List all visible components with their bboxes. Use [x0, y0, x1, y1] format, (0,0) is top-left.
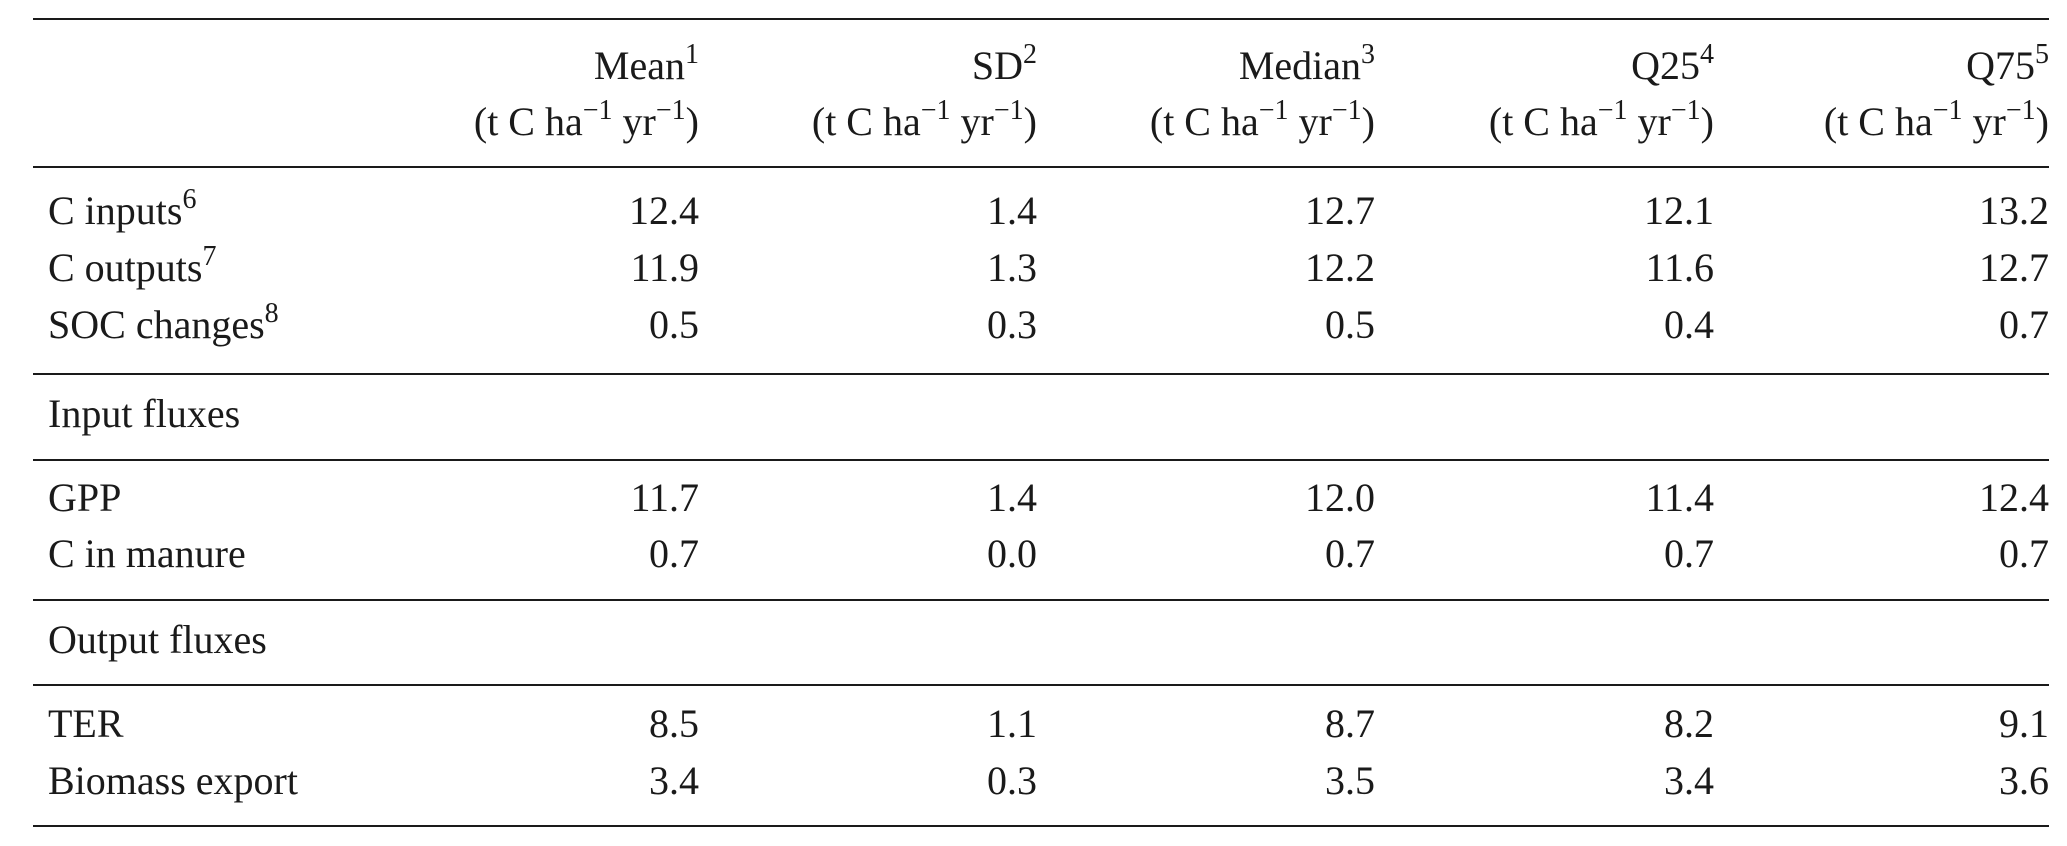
header-rule — [33, 166, 2049, 168]
column-header-label: Q755 — [1966, 38, 2049, 88]
column-header-label: Q254 — [1631, 38, 1714, 88]
column-header-unit: (t C ha−1 yr−1) — [473, 94, 699, 144]
section-heading-input-fluxes: Input fluxes — [33, 386, 2049, 442]
column-header-label: Mean1 — [593, 38, 699, 88]
row-label: C inputs6 — [48, 183, 197, 233]
cell-sd: 1.1 — [987, 701, 1037, 746]
cell-q75: 3.6 — [1999, 758, 2049, 803]
cell-sd: 0.3 — [987, 758, 1037, 803]
column-header-unit: (t C ha−1 yr−1) — [1823, 94, 2049, 144]
cell-median: 12.7 — [1305, 188, 1375, 233]
column-header-q75: Q755 (t C ha−1 yr−1) — [1824, 38, 2049, 150]
column-header-median: Median3 (t C ha−1 yr−1) — [1150, 38, 1375, 150]
column-header-unit: (t C ha−1 yr−1) — [1488, 94, 1714, 144]
cell-sd: 1.3 — [987, 245, 1037, 290]
cell-q25: 12.1 — [1644, 188, 1714, 233]
table-row-c-in-manure: C in manure 0.7 0.0 0.7 0.7 0.7 — [33, 526, 2049, 582]
column-header-label: SD2 — [971, 38, 1037, 88]
table-row-soc-changes: SOC changes8 0.5 0.3 0.5 0.4 0.7 — [33, 297, 2049, 353]
cell-q75: 12.7 — [1979, 245, 2049, 290]
cell-q75: 12.4 — [1979, 475, 2049, 520]
cell-q25: 11.6 — [1645, 245, 1714, 290]
table-row-ter: TER 8.5 1.1 8.7 8.2 9.1 — [33, 696, 2049, 752]
cell-mean: 0.7 — [649, 531, 699, 576]
row-label: GPP — [48, 475, 122, 520]
cell-q25: 8.2 — [1664, 701, 1714, 746]
table-row-c-outputs: C outputs7 11.9 1.3 12.2 11.6 12.7 — [33, 240, 2049, 296]
bottom-rule — [33, 825, 2049, 827]
cell-q25: 0.4 — [1664, 302, 1714, 347]
cell-q75: 0.7 — [1999, 302, 2049, 347]
cell-mean: 12.4 — [629, 188, 699, 233]
cell-median: 0.5 — [1325, 302, 1375, 347]
cell-q75: 13.2 — [1979, 188, 2049, 233]
column-header-label: Median3 — [1238, 38, 1375, 88]
table-row-biomass-export: Biomass export 3.4 0.3 3.5 3.4 3.6 — [33, 753, 2049, 809]
cell-mean: 11.9 — [630, 245, 699, 290]
cell-q25: 0.7 — [1664, 531, 1714, 576]
cell-sd: 0.0 — [987, 531, 1037, 576]
cell-median: 3.5 — [1325, 758, 1375, 803]
cell-sd: 0.3 — [987, 302, 1037, 347]
row-label: C in manure — [48, 531, 246, 576]
column-header-unit: (t C ha−1 yr−1) — [1149, 94, 1375, 144]
cell-q25: 3.4 — [1664, 758, 1714, 803]
cell-q75: 9.1 — [1999, 701, 2049, 746]
column-header-sd: SD2 (t C ha−1 yr−1) — [812, 38, 1037, 150]
cell-median: 12.0 — [1305, 475, 1375, 520]
top-rule — [33, 18, 2049, 20]
data-table: Mean1 (t C ha−1 yr−1) SD2 (t C ha−1 yr−1… — [33, 0, 2049, 846]
section-rule — [33, 599, 2049, 601]
column-header-q25: Q254 (t C ha−1 yr−1) — [1489, 38, 1714, 150]
cell-median: 8.7 — [1325, 701, 1375, 746]
section-title: Input fluxes — [48, 391, 241, 436]
cell-median: 0.7 — [1325, 531, 1375, 576]
table-row-c-inputs: C inputs6 12.4 1.4 12.7 12.1 13.2 — [33, 183, 2049, 239]
row-label: Biomass export — [48, 758, 298, 803]
table-row-gpp: GPP 11.7 1.4 12.0 11.4 12.4 — [33, 470, 2049, 526]
cell-q25: 11.4 — [1645, 475, 1714, 520]
column-header-mean: Mean1 (t C ha−1 yr−1) — [474, 38, 699, 150]
cell-sd: 1.4 — [987, 188, 1037, 233]
row-label: SOC changes8 — [48, 297, 279, 347]
cell-median: 12.2 — [1305, 245, 1375, 290]
cell-mean: 3.4 — [649, 758, 699, 803]
cell-sd: 1.4 — [987, 475, 1037, 520]
cell-q75: 0.7 — [1999, 531, 2049, 576]
cell-mean: 0.5 — [649, 302, 699, 347]
section-title: Output fluxes — [48, 617, 267, 662]
column-header-unit: (t C ha−1 yr−1) — [811, 94, 1037, 144]
row-label: TER — [48, 701, 124, 746]
section-rule — [33, 684, 2049, 686]
section-heading-output-fluxes: Output fluxes — [33, 612, 2049, 668]
section-rule — [33, 373, 2049, 375]
row-label: C outputs7 — [48, 240, 217, 290]
cell-mean: 8.5 — [649, 701, 699, 746]
section-rule — [33, 459, 2049, 461]
cell-mean: 11.7 — [630, 475, 699, 520]
